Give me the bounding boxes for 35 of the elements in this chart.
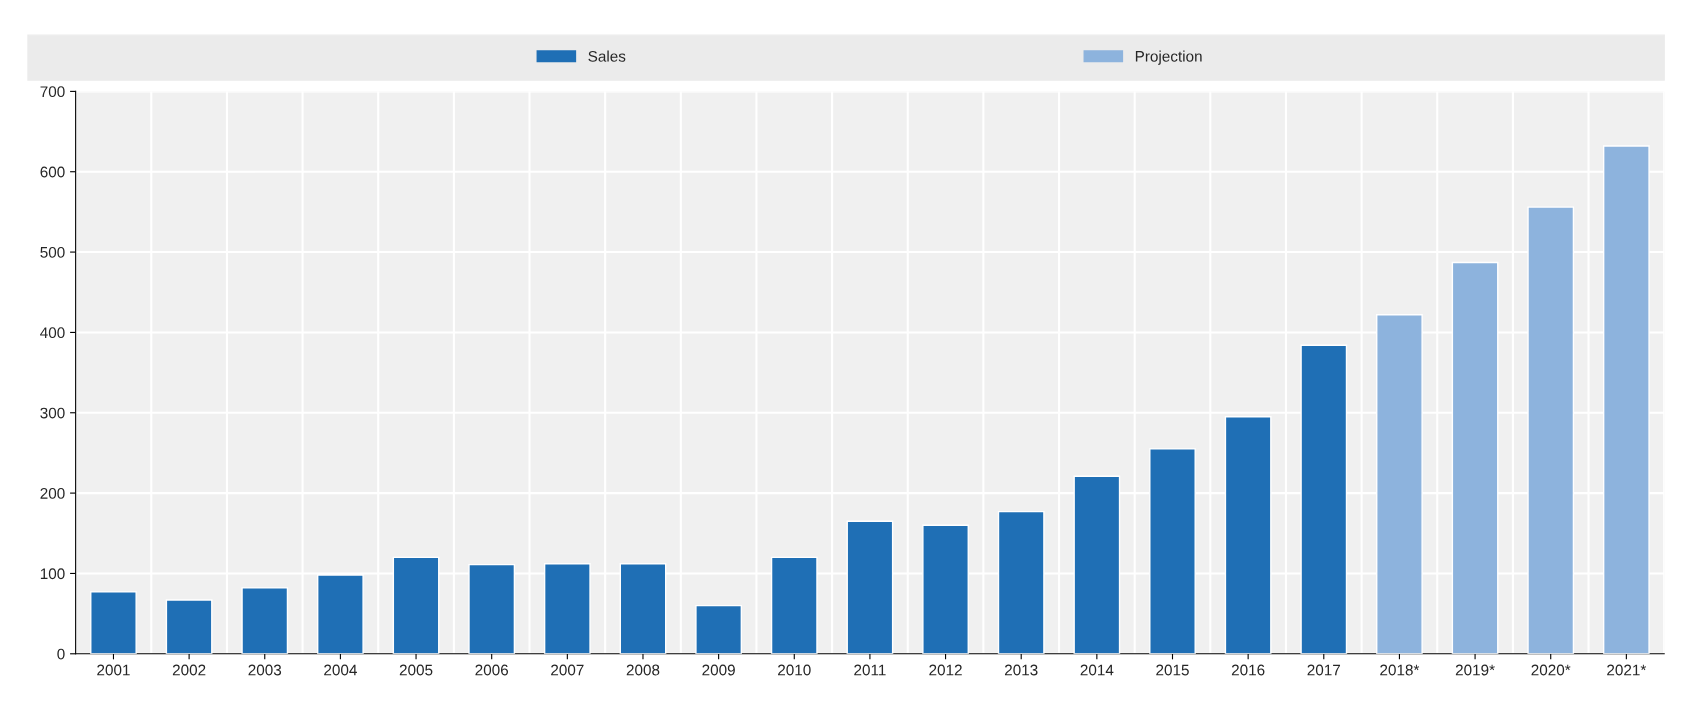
x-tick-label: 2002	[172, 664, 206, 676]
x-tick-label: 2019*	[1455, 664, 1495, 676]
x-tick-label: 2011	[854, 664, 886, 676]
y-tick-label: 0	[57, 648, 65, 660]
x-tick-label: 2007	[551, 664, 584, 676]
y-tick-label: 500	[40, 246, 65, 258]
x-tick-label: 2004	[324, 664, 357, 676]
x-tick-label: 2005	[399, 664, 433, 676]
x-tick-label: 2008	[626, 664, 660, 676]
y-tick-label: 100	[40, 568, 65, 580]
legend-label: Sales	[588, 50, 626, 62]
y-tick-label: 300	[40, 407, 65, 419]
legend-label: Projection	[1135, 50, 1202, 65]
x-tick-label: 2020*	[1531, 664, 1571, 676]
bar	[90, 591, 137, 654]
x-tick-label: 2012	[929, 664, 962, 676]
x-tick-label: 2010	[778, 664, 811, 676]
bar	[241, 587, 289, 654]
bar	[165, 599, 213, 654]
x-tick-label: 2018*	[1380, 664, 1420, 676]
bar	[695, 604, 743, 654]
y-tick-label: 200	[40, 487, 65, 499]
x-tick-label: 2003	[248, 664, 282, 676]
x-tick-label: 2015	[1156, 664, 1189, 676]
x-tick-label: 2006	[475, 664, 509, 676]
x-tick-label: 2014	[1080, 664, 1114, 676]
x-tick-label: 2009	[702, 664, 735, 676]
x-tick-label: 2017	[1307, 664, 1341, 676]
x-tick-label: 2016	[1231, 664, 1265, 676]
y-tick-label: 600	[40, 166, 65, 178]
x-tick-label: 2021*	[1607, 664, 1647, 676]
x-tick-label: 2001	[97, 664, 130, 676]
x-tick-label: 2013	[1004, 664, 1038, 676]
y-tick-label: 400	[40, 327, 65, 339]
y-tick-label: 700	[40, 86, 65, 98]
